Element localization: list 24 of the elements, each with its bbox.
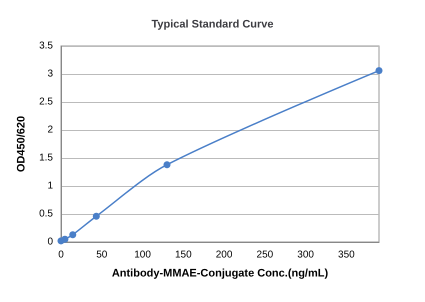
y-tick-label: 3 [47, 68, 54, 80]
point [61, 236, 68, 243]
y-axis-title: OD450/620 [16, 116, 28, 172]
x-tick-label: 150 [174, 250, 192, 260]
x-tick-label: 50 [96, 250, 108, 260]
y-tick-label: 3.5 [39, 40, 54, 52]
y-tick-label: 0.5 [39, 208, 54, 220]
y-tick-label: 1.5 [39, 152, 54, 164]
point [69, 231, 76, 238]
point [376, 67, 382, 74]
x-tick-label: 200 [216, 250, 233, 260]
point [164, 161, 170, 168]
x-axis-title: Antibody-MMAE-Conjugate Conc.(ng/mL) [112, 268, 328, 280]
x-tick-label: 300 [297, 250, 314, 260]
y-tick-label: 0 [47, 236, 54, 248]
x-tick-label: 100 [134, 250, 152, 260]
x-tick-label: 250 [256, 250, 274, 260]
y-tick-label: 2.5 [39, 96, 54, 108]
x-tick-label: 350 [338, 250, 356, 260]
x-tick-label: 0 [58, 250, 64, 260]
y-tick-label: 2 [47, 124, 54, 136]
point [92, 212, 100, 220]
chart-title: Typical Standard Curve [151, 18, 274, 30]
y-tick-label: 1 [47, 180, 54, 192]
